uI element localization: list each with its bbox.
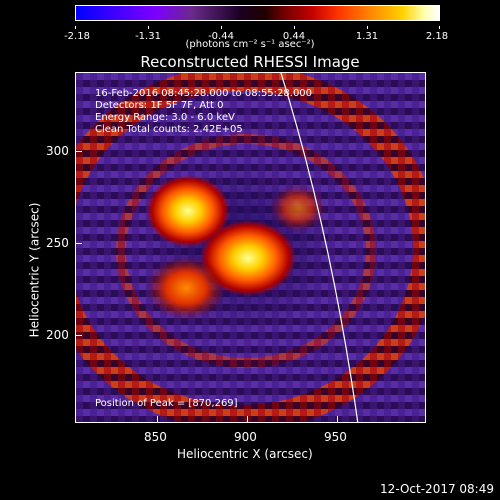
colorbar-label-6: 2.18 — [425, 31, 449, 42]
x-tick-900 — [247, 416, 248, 423]
y-tick-300 — [75, 151, 82, 152]
y-tick-250 — [75, 243, 82, 244]
peak-position-text: Position of Peak = [870,269] — [95, 398, 238, 409]
x-tick-label-950: 950 — [324, 430, 347, 444]
colorbar: -2.18 -1.31 -0.44 0.44 1.31 2.18 — [64, 5, 448, 42]
colorbar-units: (photons cm⁻² s⁻¹ asec⁻²) — [185, 39, 315, 50]
x-tick-label-850: 850 — [144, 430, 167, 444]
solar-image-plot: 16-Feb-2016 08:45:28.000 to 08:55:28.000… — [75, 72, 426, 423]
rhessi-image — [76, 73, 425, 422]
time-range-text: 16-Feb-2016 08:45:28.000 to 08:55:28.000 — [95, 88, 313, 99]
counts-text: Clean Total counts: 2.42E+05 — [95, 124, 243, 135]
x-axis-title: Heliocentric X (arcsec) — [177, 447, 313, 461]
x-tick-950 — [337, 416, 338, 423]
detectors-text: Detectors: 1F 5F 7F, Att 0 — [95, 100, 224, 111]
y-tick-200 — [75, 335, 82, 336]
y-tick-label-300: 300 — [46, 144, 69, 158]
y-tick-label-250: 250 — [46, 236, 69, 250]
y-tick-label-200: 200 — [46, 328, 69, 342]
colorbar-label-5: 1.31 — [355, 31, 379, 42]
image-title: Reconstructed RHESSI Image — [140, 53, 360, 71]
footer-date: 12-Oct-2017 08:49 — [380, 482, 494, 496]
colorbar-gradient — [75, 5, 440, 21]
y-axis-title: Heliocentric Y (arcsec) — [27, 202, 42, 338]
colorbar-label-1: -2.18 — [64, 31, 90, 42]
colorbar-label-4: 0.44 — [282, 31, 306, 42]
x-tick-850 — [157, 416, 158, 423]
energy-range-text: Energy Range: 3.0 - 6.0 keV — [95, 112, 235, 123]
colorbar-label-3: -0.44 — [208, 31, 234, 42]
x-tick-label-900: 900 — [234, 430, 257, 444]
colorbar-label-2: -1.31 — [135, 31, 161, 42]
